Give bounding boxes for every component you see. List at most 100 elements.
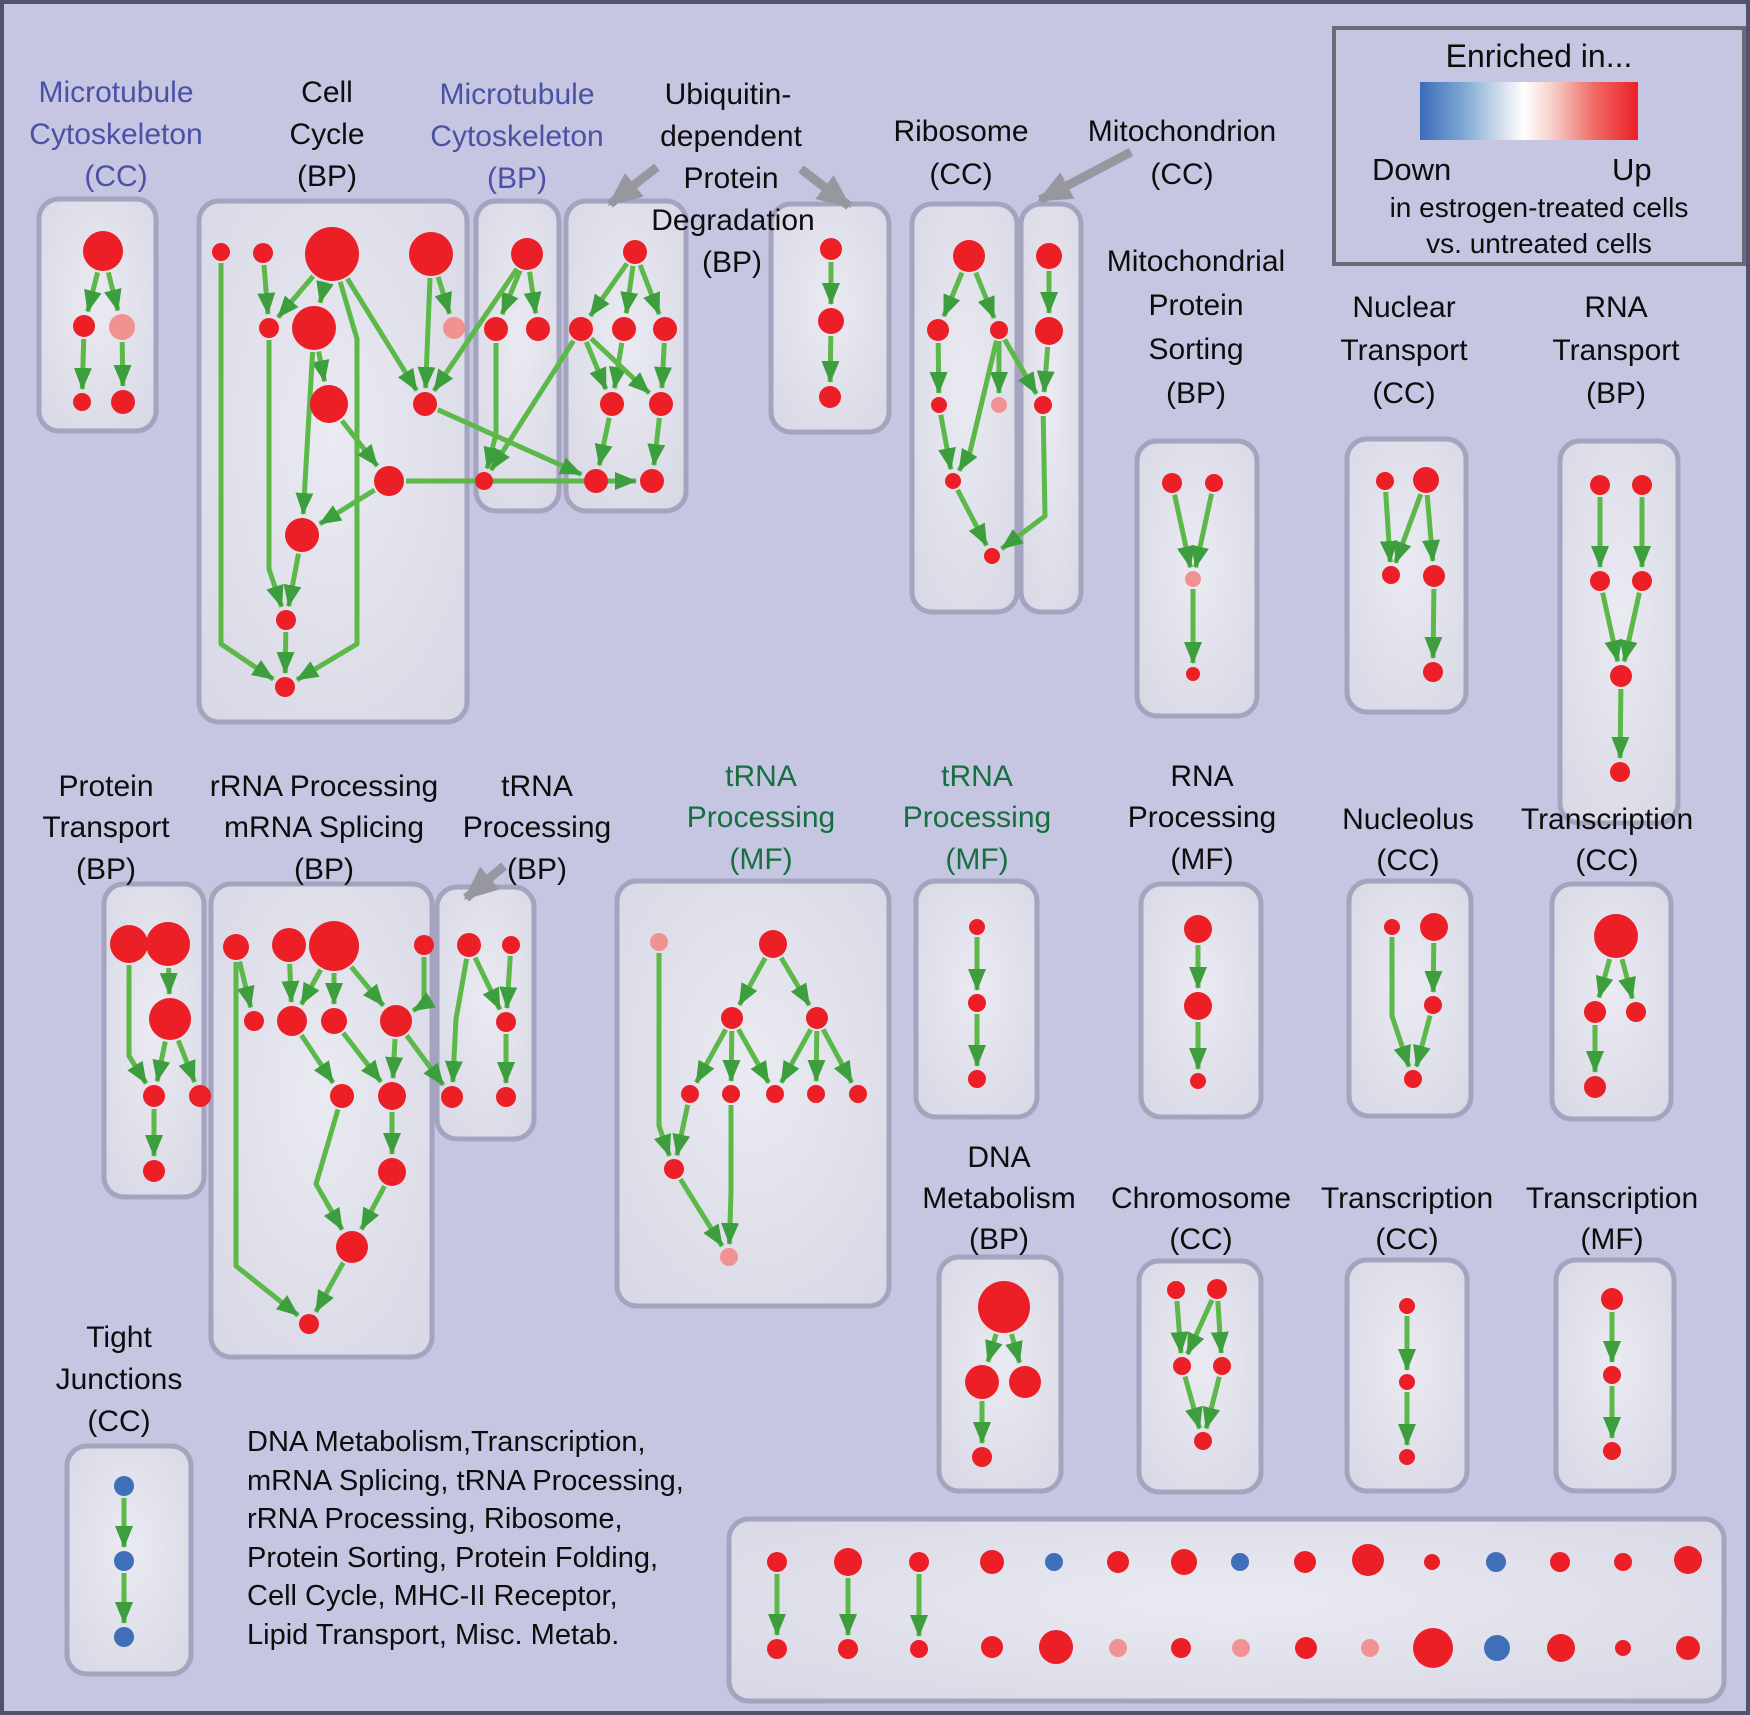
- go-term-node: [83, 231, 123, 271]
- cluster-label-ubiquitin-degradation-bp-1: dependent: [660, 120, 802, 153]
- go-term-node: [1584, 1001, 1606, 1023]
- edge-arrow: [938, 414, 956, 471]
- cluster-label-trna-processing-bp: (BP): [507, 853, 567, 886]
- go-term-node: [1547, 1634, 1575, 1662]
- edge-arrow: [431, 267, 519, 393]
- legend-subtitle-1: in estrogen-treated cells: [1389, 192, 1689, 223]
- edge-arrow: [736, 1028, 771, 1084]
- cluster-label-ubiquitin-degradation-bp-1: Protein: [683, 162, 778, 195]
- cluster-box-misc-metabolism-strip: [726, 1516, 1727, 1704]
- cluster-label-ubiquitin-degradation-bp-1: (BP): [702, 246, 762, 279]
- go-term-node: [1626, 1002, 1646, 1022]
- edge-arrow: [152, 1040, 171, 1083]
- edge-arrow: [523, 271, 542, 315]
- go-term-node: [1420, 913, 1448, 941]
- go-term-node: [1232, 1639, 1250, 1657]
- cluster-label-mitochondrial-protein-sorting-bp: Sorting: [1148, 333, 1243, 366]
- edge-arrow: [1036, 346, 1055, 393]
- cluster-label-transcription-mf: (MF): [1580, 1223, 1643, 1256]
- go-term-node: [414, 935, 434, 955]
- edge-arrow: [299, 968, 323, 1006]
- go-term-node: [212, 243, 230, 261]
- go-term-node: [681, 1085, 699, 1103]
- cluster-label-mitochondrion-cc: Mitochondrion: [1088, 115, 1276, 148]
- cluster-label-protein-transport-bp: Transport: [42, 811, 170, 844]
- go-term-node: [720, 1248, 738, 1266]
- go-term-node: [1486, 1552, 1506, 1572]
- go-term-node: [767, 1552, 787, 1572]
- go-term-node: [1601, 1288, 1623, 1310]
- cluster-label-ribosome-cc: (CC): [929, 158, 992, 191]
- go-term-node: [223, 934, 249, 960]
- edge-arrow: [721, 1105, 740, 1245]
- cluster-label-ubiquitin-degradation-bp-1: Degradation: [651, 204, 814, 237]
- go-term-node: [838, 1639, 858, 1659]
- go-term-node: [1231, 1553, 1249, 1571]
- cluster-box-dna-metabolism-bp: [936, 1254, 1064, 1494]
- cluster-box-trna-processing-mf-1: [614, 878, 892, 1309]
- go-term-node: [909, 1552, 929, 1572]
- cluster-label-ribosome-cc: Ribosome: [893, 115, 1028, 148]
- edge-arrow: [499, 955, 518, 1009]
- edge-arrow: [941, 271, 965, 318]
- go-term-node: [276, 610, 296, 630]
- go-term-node: [380, 1005, 412, 1037]
- go-term-node: [253, 243, 273, 263]
- edge-arrow: [807, 1030, 826, 1082]
- legend-subtitle-2: vs. untreated cells: [1426, 228, 1652, 259]
- go-term-node: [1190, 1073, 1206, 1089]
- edge-arrow: [1000, 415, 1048, 551]
- cluster-label-microtubule-cytoskeleton-bp: (BP): [487, 162, 547, 195]
- edge-arrow: [1424, 942, 1443, 993]
- go-term-node: [143, 1160, 165, 1182]
- go-term-node: [1382, 566, 1400, 584]
- cluster-label-chromosome-cc: (CC): [1169, 1223, 1232, 1256]
- go-term-node: [990, 321, 1008, 339]
- go-term-node: [968, 994, 986, 1012]
- edge-arrow: [985, 1333, 1003, 1363]
- legend-up-label: Up: [1612, 152, 1652, 187]
- go-term-node: [1413, 467, 1439, 493]
- go-term-node: [1361, 1639, 1379, 1657]
- cluster-label-cell-cycle-bp: Cell: [301, 76, 353, 109]
- go-term-node: [584, 469, 608, 493]
- go-term-node: [721, 1007, 743, 1029]
- cluster-label-microtubule-cytoskeleton-bp: Cytoskeleton: [430, 120, 603, 153]
- go-term-node: [1107, 1551, 1129, 1573]
- cluster-label-microtubule-cytoskeleton-bp: Microtubule: [439, 78, 594, 111]
- go-term-node: [1484, 1635, 1510, 1661]
- cluster-label-mitochondrial-protein-sorting-bp: Mitochondrial: [1107, 245, 1285, 278]
- go-term-node: [143, 1085, 165, 1107]
- cluster-label-nucleolus-cc: (CC): [1376, 844, 1439, 877]
- go-term-node: [759, 930, 787, 958]
- edge-arrow: [359, 1184, 387, 1231]
- go-term-node: [1384, 919, 1400, 935]
- go-term-node: [1423, 662, 1443, 682]
- cluster-label-rrna-processing-mrna-splicing-bp: rRNA Processing: [210, 770, 438, 803]
- go-term-node: [73, 393, 91, 411]
- go-term-node: [766, 1085, 784, 1103]
- legend-title: Enriched in...: [1445, 38, 1633, 74]
- go-term-node: [1207, 1279, 1227, 1299]
- go-term-node: [1045, 1553, 1063, 1571]
- edge-arrow: [722, 1030, 741, 1082]
- go-term-node: [968, 1070, 986, 1088]
- edge-arrow: [1005, 1333, 1023, 1364]
- edge-arrow: [694, 1028, 728, 1084]
- go-term-node: [649, 392, 673, 416]
- go-term-node: [767, 1639, 787, 1659]
- legend-gradient-bar: [1420, 82, 1638, 140]
- annotation-line: mRNA Splicing, tRNA Processing,: [247, 1464, 684, 1497]
- edge-arrow: [385, 1038, 404, 1079]
- go-term-node: [1423, 565, 1445, 587]
- edge-arrow: [444, 958, 470, 1083]
- edge-arrow: [737, 956, 768, 1007]
- go-term-node: [109, 314, 135, 340]
- go-term-node: [650, 933, 668, 951]
- go-term-node: [114, 1551, 134, 1571]
- cluster-label-trna-processing-mf-2: tRNA: [941, 760, 1013, 793]
- go-term-node: [378, 1082, 406, 1110]
- cluster-label-trna-processing-mf-2: (MF): [945, 843, 1008, 876]
- edge-arrow: [84, 271, 102, 313]
- edge-arrow: [73, 338, 92, 390]
